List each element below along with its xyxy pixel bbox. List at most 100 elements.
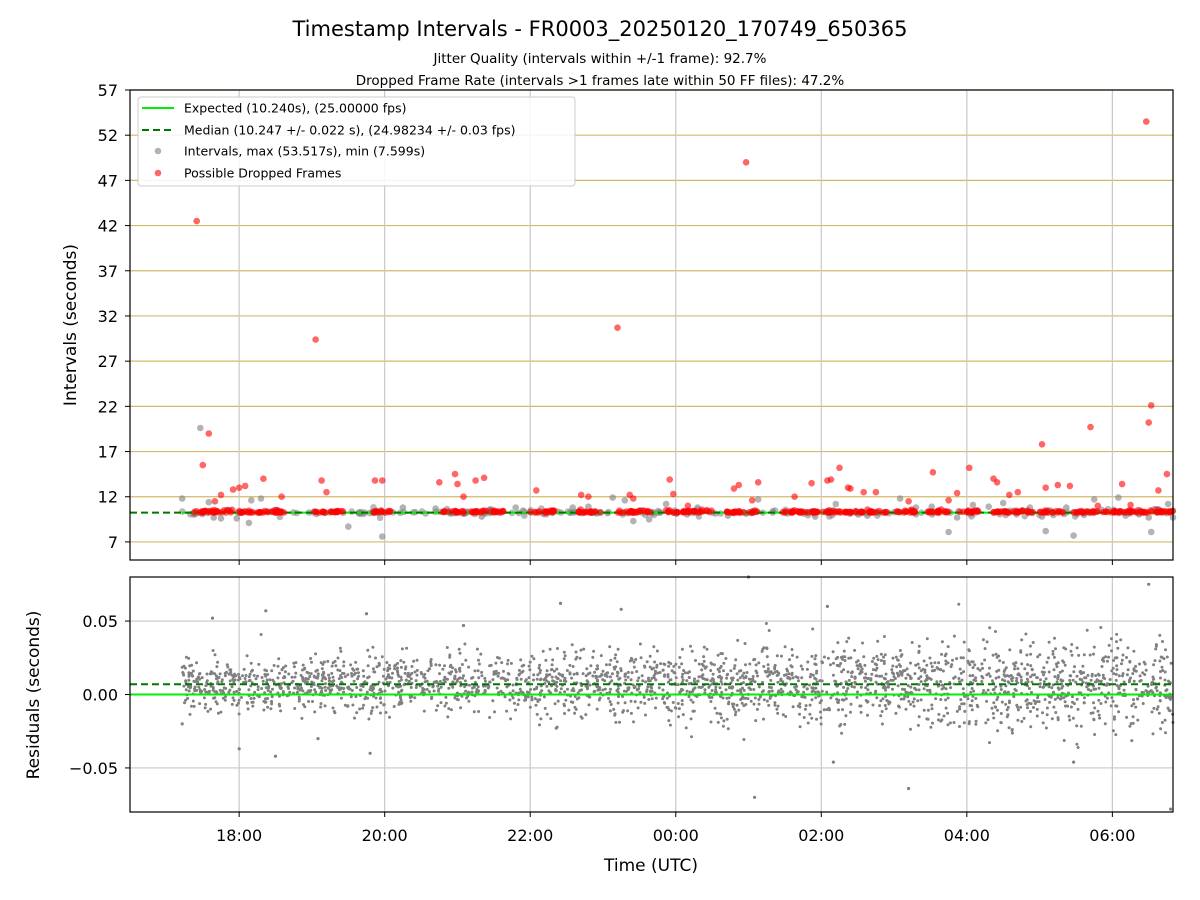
residual-point (687, 676, 691, 679)
residual-point (671, 701, 675, 704)
residual-point (584, 674, 588, 678)
residual-point (732, 702, 736, 706)
residual-point (999, 712, 1003, 715)
residual-point (530, 698, 534, 702)
residual-point (1014, 661, 1018, 665)
residual-point (528, 668, 532, 672)
residual-point (1138, 662, 1141, 666)
residual-point (1068, 674, 1072, 678)
dropped-frame-point (577, 491, 585, 499)
residual-point (322, 675, 326, 679)
dropped-frame-point (616, 507, 623, 514)
residual-point (260, 676, 264, 679)
residual-point (907, 786, 911, 791)
dropped-frame-point (472, 477, 479, 484)
residual-point (594, 676, 598, 680)
residual-point (494, 669, 498, 673)
residual-point (532, 657, 536, 661)
residual-point (550, 668, 554, 671)
dropped-frame-point (964, 508, 971, 515)
residual-point (839, 662, 843, 665)
residual-point (526, 695, 530, 699)
residual-point (826, 656, 830, 660)
residual-point (438, 663, 442, 667)
residual-point (820, 660, 824, 664)
legend-median-label: Median (10.247 +/- 0.022 s), (24.98234 +… (184, 123, 515, 138)
residual-point (1162, 657, 1166, 661)
residual-point (800, 676, 804, 680)
residual-point (216, 711, 220, 715)
residual-point (729, 669, 733, 673)
residual-point (230, 685, 234, 689)
residual-point (332, 679, 336, 683)
residual-point (1062, 739, 1066, 742)
residual-point (561, 673, 565, 677)
residual-point (925, 637, 929, 641)
residual-point (856, 690, 859, 694)
residual-point (677, 707, 681, 711)
residual-point (663, 701, 667, 705)
residual-point (235, 703, 239, 707)
dropped-frame-point (883, 508, 890, 516)
dropped-frame-point (1145, 419, 1152, 426)
residual-point (1100, 665, 1104, 668)
residual-point (916, 662, 920, 666)
residual-point (574, 707, 578, 711)
residual-point (746, 697, 750, 701)
residual-point (476, 685, 480, 689)
residual-point (777, 689, 781, 693)
residual-point (1168, 709, 1172, 713)
residual-point (776, 711, 780, 715)
residual-point (371, 686, 375, 690)
residual-point (985, 640, 989, 644)
residual-point (544, 658, 548, 662)
residual-point (293, 707, 297, 710)
residual-point (775, 707, 779, 711)
residual-point (502, 669, 505, 673)
residual-point (1104, 655, 1108, 659)
residual-point (1091, 711, 1095, 715)
residual-point (952, 682, 956, 686)
residual-point (480, 670, 484, 674)
dropped-frame-point (585, 493, 592, 501)
residual-point (974, 719, 978, 723)
residual-point (545, 679, 548, 683)
interval-point (999, 499, 1007, 507)
residual-point (434, 663, 438, 667)
dropped-frame-point (875, 507, 883, 515)
residual-point (631, 683, 635, 687)
residual-point (874, 680, 878, 684)
interval-point (399, 504, 407, 511)
residual-point (368, 655, 372, 659)
residual-point (840, 670, 844, 674)
residual-point (477, 676, 481, 680)
residual-point (762, 646, 766, 650)
dropped-frame-point (455, 508, 462, 516)
residual-point (1016, 705, 1020, 709)
residual-point (712, 663, 716, 667)
residual-point (396, 661, 400, 665)
residual-point (919, 669, 923, 673)
residual-point (917, 688, 921, 692)
dropped-frame-point (241, 482, 249, 490)
residual-point (891, 664, 895, 668)
residual-point (223, 698, 227, 702)
bottom-y-tick-label: −0.05 (69, 759, 118, 778)
residual-point (880, 722, 884, 726)
dropped-frame-point (819, 508, 827, 516)
residual-point (336, 656, 340, 660)
residual-point (985, 673, 989, 677)
residual-point (882, 676, 886, 680)
residual-point (409, 686, 413, 689)
residual-point (489, 663, 493, 667)
residual-point (751, 675, 755, 678)
residual-point (573, 711, 577, 715)
residual-point (934, 697, 938, 701)
residual-point (595, 707, 599, 711)
residual-point (771, 672, 775, 676)
residual-point (969, 680, 973, 684)
residual-point (596, 679, 599, 683)
dropped-frame-point (847, 485, 854, 492)
residual-point (917, 715, 921, 719)
residual-point (652, 645, 656, 649)
